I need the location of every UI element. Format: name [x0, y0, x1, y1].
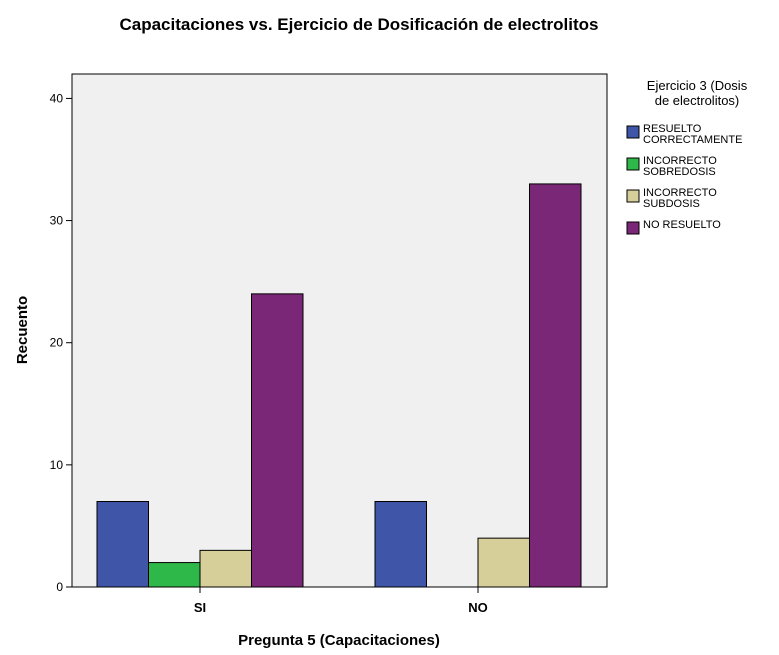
- y-axis: 0 10 20 30 40: [50, 91, 72, 594]
- y-tick-label: 30: [50, 214, 64, 228]
- legend-swatch: [626, 221, 640, 235]
- y-tick-label: 20: [50, 336, 64, 350]
- legend-label: CORRECTAMENTE: [643, 134, 742, 146]
- x-axis: SI NO: [194, 587, 488, 615]
- y-tick-label: 0: [56, 580, 63, 594]
- legend-title: Ejercicio 3 (Dosis: [647, 78, 748, 93]
- legend-label: INCORRECTO: [643, 187, 717, 199]
- plot-area: [71, 73, 608, 588]
- legend-swatch: [626, 189, 640, 203]
- x-axis-title: Pregunta 5 (Capacitaciones): [238, 632, 440, 649]
- bar-no-series-1: [374, 501, 427, 588]
- legend-label: SUBDOSIS: [643, 198, 700, 210]
- chart-title: Capacitaciones vs. Ejercicio de Dosifica…: [119, 15, 598, 34]
- legend-label: NO RESUELTO: [643, 219, 721, 231]
- bar-si-series-4: [251, 293, 304, 588]
- bar-no-series-4: [529, 183, 582, 588]
- legend-label: INCORRECTO: [643, 155, 717, 167]
- bar-no-series-3: [477, 537, 530, 588]
- y-axis-title: Recuento: [14, 296, 31, 364]
- legend-swatch: [626, 157, 640, 171]
- bar-si-series-3: [199, 549, 252, 588]
- legend-label: SOBREDOSIS: [643, 166, 716, 178]
- y-tick-label: 40: [50, 91, 64, 105]
- bar-si-series-1: [96, 501, 149, 588]
- legend-swatch: [626, 125, 640, 139]
- bars: [96, 183, 582, 588]
- y-tick-label: 10: [50, 458, 64, 472]
- bar-si-series-2: [148, 562, 201, 588]
- legend-title: de electrolitos): [655, 93, 740, 108]
- x-category-label: SI: [194, 600, 206, 615]
- x-category-label: NO: [468, 600, 488, 615]
- legend-label: RESUELTO: [643, 123, 702, 135]
